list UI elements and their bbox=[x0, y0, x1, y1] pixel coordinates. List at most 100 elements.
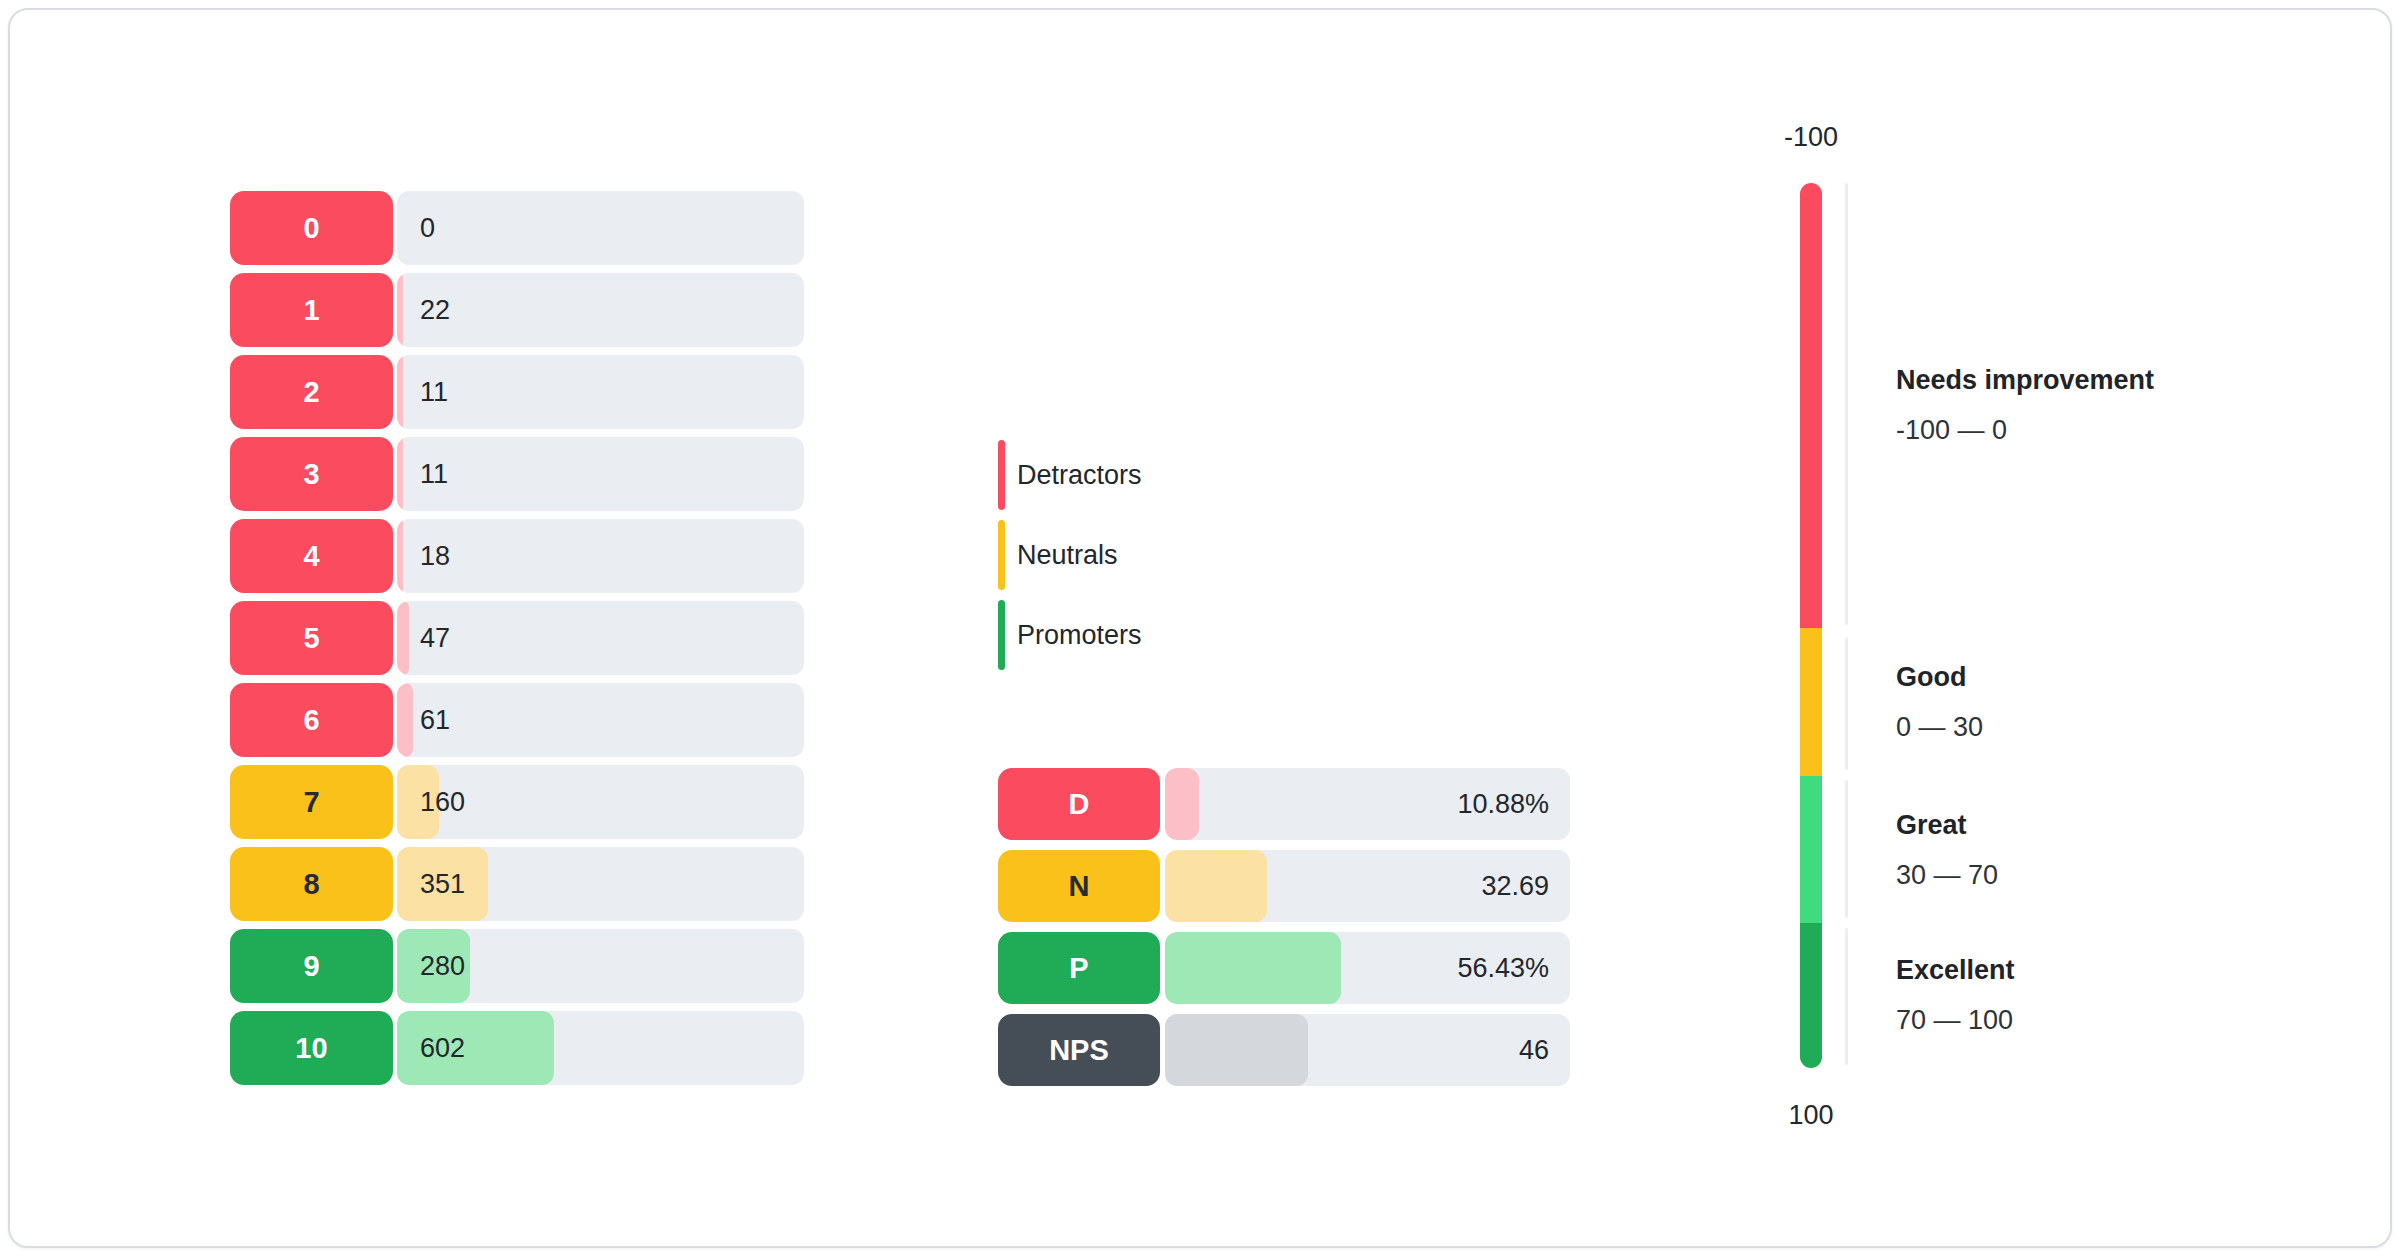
score-count: 280 bbox=[420, 951, 465, 982]
gauge-band-labels: Needs improvement -100 — 0 Good 0 — 30 G… bbox=[1896, 183, 2400, 1068]
score-bar-fill bbox=[397, 437, 403, 511]
score-bar-track: 160 bbox=[397, 765, 804, 839]
summary-bar-fill bbox=[1165, 932, 1341, 1004]
score-bar-track: 18 bbox=[397, 519, 804, 593]
summary-value: 56.43% bbox=[1457, 953, 1549, 984]
gauge-segment-great bbox=[1800, 776, 1822, 923]
gauge-axis-tick bbox=[1845, 183, 1848, 625]
score-bar-track: 11 bbox=[397, 355, 804, 429]
gauge-band-needs-improvement: Needs improvement -100 — 0 bbox=[1896, 367, 2154, 444]
score-bar-fill bbox=[397, 601, 409, 675]
gauge-segment-good bbox=[1800, 628, 1822, 776]
gauge-segment-needs-improvement bbox=[1800, 183, 1822, 628]
score-chip: 10 bbox=[230, 1011, 393, 1085]
score-chip: 5 bbox=[230, 601, 393, 675]
gauge-band-great: Great 30 — 70 bbox=[1896, 812, 1998, 889]
score-bar-fill bbox=[397, 683, 413, 757]
score-count: 22 bbox=[420, 295, 450, 326]
summary-row-neutrals[interactable]: N 32.69 bbox=[998, 850, 1570, 922]
gauge-band-range: 30 — 70 bbox=[1896, 862, 1998, 889]
summary-chip: P bbox=[998, 932, 1160, 1004]
legend-item-neutrals[interactable]: Neutrals bbox=[998, 520, 1142, 590]
score-chip: 8 bbox=[230, 847, 393, 921]
summary-bar-track: 32.69 bbox=[1165, 850, 1570, 922]
score-bar-fill bbox=[397, 519, 403, 593]
summary-chart: D 10.88% N 32.69 P 56.43% NPS 46 bbox=[998, 768, 1570, 1096]
score-row[interactable]: 4 18 bbox=[230, 519, 804, 593]
summary-bar-fill bbox=[1165, 850, 1267, 922]
score-row[interactable]: 8 351 bbox=[230, 847, 804, 921]
gauge-band-good: Good 0 — 30 bbox=[1896, 663, 1983, 740]
score-count: 0 bbox=[420, 213, 435, 244]
summary-value: 10.88% bbox=[1457, 789, 1549, 820]
score-row[interactable]: 2 11 bbox=[230, 355, 804, 429]
legend-color-bar bbox=[998, 600, 1005, 670]
summary-value: 46 bbox=[1519, 1035, 1549, 1066]
gauge-bar bbox=[1800, 183, 1822, 1068]
gauge-band-range: 70 — 100 bbox=[1896, 1007, 2015, 1034]
score-count: 602 bbox=[420, 1033, 465, 1064]
score-row[interactable]: 3 11 bbox=[230, 437, 804, 511]
score-count: 351 bbox=[420, 869, 465, 900]
summary-row-detractors[interactable]: D 10.88% bbox=[998, 768, 1570, 840]
gauge-max-label: -100 bbox=[1784, 122, 1838, 153]
score-row[interactable]: 1 22 bbox=[230, 273, 804, 347]
gauge-axis-tick bbox=[1845, 928, 1848, 1065]
legend-item-detractors[interactable]: Detractors bbox=[998, 440, 1142, 510]
gauge-band-title: Great bbox=[1896, 812, 1998, 839]
summary-chip: NPS bbox=[998, 1014, 1160, 1086]
summary-chip: D bbox=[998, 768, 1160, 840]
summary-bar-track: 46 bbox=[1165, 1014, 1570, 1086]
score-chip: 0 bbox=[230, 191, 393, 265]
legend-item-promoters[interactable]: Promoters bbox=[998, 600, 1142, 670]
legend: Detractors Neutrals Promoters bbox=[998, 440, 1142, 680]
legend-color-bar bbox=[998, 520, 1005, 590]
gauge-band-title: Needs improvement bbox=[1896, 367, 2154, 394]
score-chip: 7 bbox=[230, 765, 393, 839]
score-row[interactable]: 0 0 bbox=[230, 191, 804, 265]
gauge-min-label: 100 bbox=[1788, 1100, 1833, 1131]
score-bar-track: 47 bbox=[397, 601, 804, 675]
nps-gauge: -100 Needs improvement -100 — 0 Good 0 —… bbox=[1800, 183, 1822, 1068]
gauge-band-range: 0 — 30 bbox=[1896, 713, 1983, 740]
legend-label: Neutrals bbox=[1017, 540, 1118, 571]
gauge-band-title: Excellent bbox=[1896, 957, 2015, 984]
score-chip: 4 bbox=[230, 519, 393, 593]
gauge-segment-excellent bbox=[1800, 923, 1822, 1068]
summary-value: 32.69 bbox=[1481, 871, 1549, 902]
score-count: 160 bbox=[420, 787, 465, 818]
legend-label: Detractors bbox=[1017, 460, 1142, 491]
summary-row-nps[interactable]: NPS 46 bbox=[998, 1014, 1570, 1086]
gauge-axis-line bbox=[1845, 183, 1848, 1068]
score-bar-track: 0 bbox=[397, 191, 804, 265]
summary-row-promoters[interactable]: P 56.43% bbox=[998, 932, 1570, 1004]
score-bar-track: 22 bbox=[397, 273, 804, 347]
score-count: 47 bbox=[420, 623, 450, 654]
score-row[interactable]: 7 160 bbox=[230, 765, 804, 839]
legend-color-bar bbox=[998, 440, 1005, 510]
score-bar-track: 61 bbox=[397, 683, 804, 757]
score-bar-track: 280 bbox=[397, 929, 804, 1003]
nps-dashboard: 0 0 1 22 2 11 3 11 bbox=[0, 0, 2400, 1256]
score-bar-track: 602 bbox=[397, 1011, 804, 1085]
score-row[interactable]: 10 602 bbox=[230, 1011, 804, 1085]
score-row[interactable]: 9 280 bbox=[230, 929, 804, 1003]
gauge-band-excellent: Excellent 70 — 100 bbox=[1896, 957, 2015, 1034]
legend-label: Promoters bbox=[1017, 620, 1142, 651]
score-chip: 2 bbox=[230, 355, 393, 429]
score-chip: 9 bbox=[230, 929, 393, 1003]
score-count: 11 bbox=[420, 377, 448, 408]
summary-chip: N bbox=[998, 850, 1160, 922]
score-row[interactable]: 6 61 bbox=[230, 683, 804, 757]
gauge-band-title: Good bbox=[1896, 663, 1983, 690]
score-bar-fill bbox=[397, 355, 403, 429]
gauge-axis-tick bbox=[1845, 780, 1848, 918]
score-chip: 6 bbox=[230, 683, 393, 757]
score-count: 61 bbox=[420, 705, 450, 736]
summary-bar-track: 56.43% bbox=[1165, 932, 1570, 1004]
summary-bar-track: 10.88% bbox=[1165, 768, 1570, 840]
score-bar-fill bbox=[397, 273, 403, 347]
score-row[interactable]: 5 47 bbox=[230, 601, 804, 675]
score-distribution-chart: 0 0 1 22 2 11 3 11 bbox=[230, 191, 804, 1093]
score-count: 11 bbox=[420, 459, 448, 490]
